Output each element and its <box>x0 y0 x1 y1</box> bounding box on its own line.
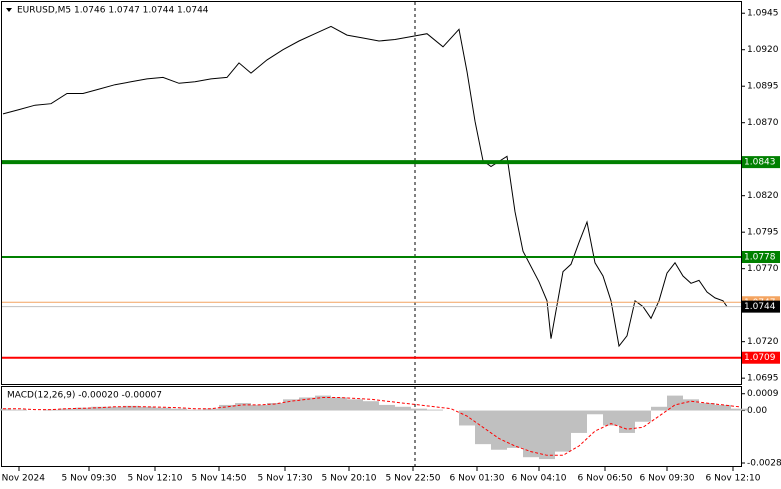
histogram-bar <box>43 409 59 411</box>
level-label: 1.0744 <box>744 302 776 312</box>
histogram-bar <box>219 404 235 411</box>
level-label: 1.0709 <box>744 353 776 363</box>
histogram-bar <box>491 410 507 450</box>
level-label-box <box>742 300 780 313</box>
histogram-bar <box>91 406 107 411</box>
macd-panel <box>1 386 742 467</box>
y-tick-label: 1.0770 <box>747 264 779 274</box>
x-tick-label: 6 Nov 01:30 <box>450 474 505 484</box>
histogram-bar <box>203 408 219 411</box>
histogram-bar <box>59 408 75 411</box>
histogram-bar <box>411 408 427 411</box>
histogram-bar <box>139 406 155 411</box>
x-tick-label: 6 Nov 12:10 <box>706 474 761 484</box>
level-label-box <box>742 351 780 364</box>
histogram-bar <box>667 395 683 411</box>
histogram-bar <box>235 403 251 411</box>
histogram-bar <box>651 406 667 411</box>
histogram-bar <box>395 406 411 411</box>
x-tick-label: 6 Nov 04:10 <box>512 474 567 484</box>
histogram-bar <box>715 404 731 411</box>
histogram-bar <box>731 408 747 411</box>
histogram-bar <box>155 407 171 411</box>
histogram-bar <box>0 408 11 411</box>
y-tick-label: 1.0870 <box>747 118 779 128</box>
y-tick-label: 1.0895 <box>747 82 779 92</box>
histogram-bar <box>523 410 539 458</box>
histogram-bar <box>187 409 203 411</box>
price-line <box>2 25 728 348</box>
histogram-bar <box>123 405 139 411</box>
histogram-bar <box>11 409 27 411</box>
level-label-box <box>742 156 780 169</box>
x-tick-label: 5 Nov 17:30 <box>258 474 313 484</box>
x-tick-label: 5 Nov 14:50 <box>192 474 247 484</box>
histogram-bar <box>555 410 571 452</box>
histogram-bar <box>571 410 587 433</box>
histogram-bar <box>507 410 523 448</box>
histogram-bar <box>315 395 331 411</box>
signal-line <box>3 397 740 456</box>
y-tick-label: 1.0920 <box>747 45 779 55</box>
x-tick-label: 5 Nov 09:30 <box>62 474 117 484</box>
y-tick-label: 0.0009 <box>747 389 779 399</box>
x-tick-label: 6 Nov 09:30 <box>640 474 695 484</box>
histogram-bar <box>267 403 283 411</box>
x-tick-label: 5 Nov 12:10 <box>128 474 183 484</box>
histogram-bar <box>363 401 379 411</box>
y-tick-label: 1.0795 <box>747 228 779 238</box>
y-tick-label: -0.00281 <box>747 459 781 469</box>
histogram-bar <box>107 406 123 411</box>
histogram-bar <box>75 407 91 411</box>
y-tick-label: 1.0820 <box>747 191 779 201</box>
x-tick-label: 6 Nov 06:50 <box>578 474 633 484</box>
histogram-bar <box>251 404 267 411</box>
histogram-bar <box>171 408 187 411</box>
histogram-bar <box>603 410 619 426</box>
histogram-bar <box>635 410 651 422</box>
x-tick-label: 5 Nov 20:10 <box>322 474 377 484</box>
y-tick-label: 1.0945 <box>747 9 779 19</box>
histogram-bar <box>683 399 699 411</box>
histogram-bar <box>379 404 395 411</box>
x-tick-label: 5 Nov 2024 <box>0 474 45 484</box>
histogram-bar <box>587 410 603 415</box>
histogram-bar <box>539 410 555 460</box>
histogram-bar <box>347 399 363 411</box>
macd-title: MACD(12,26,9) -0.00020 -0.00007 <box>7 391 162 401</box>
menu-arrow <box>6 8 12 12</box>
level-label: 1.0778 <box>744 253 776 263</box>
level-label-box <box>742 251 780 263</box>
y-tick-label: 1.0695 <box>747 374 779 384</box>
level-label: 1.0843 <box>744 158 776 168</box>
histogram-bar <box>427 409 443 411</box>
x-tick-label: 5 Nov 22:50 <box>386 474 441 484</box>
histogram-bar <box>299 397 315 411</box>
price-panel <box>1 1 742 385</box>
histogram-bar <box>459 410 475 426</box>
y-tick-label: 1.0720 <box>747 337 779 347</box>
histogram-bar <box>283 399 299 411</box>
y-tick-label: 0.00 <box>747 406 767 416</box>
histogram-bar <box>699 403 715 411</box>
histogram-bar <box>619 410 635 433</box>
histogram-bar <box>331 397 347 411</box>
chart-title: EURUSD,M5 1.0746 1.0747 1.0744 1.0744 <box>17 6 209 16</box>
